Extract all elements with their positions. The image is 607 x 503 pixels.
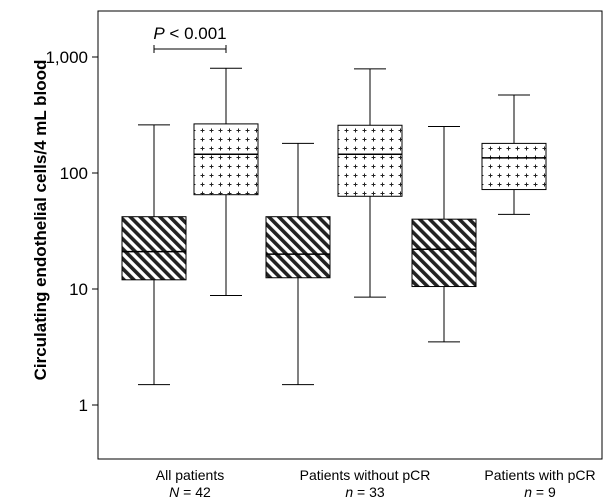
box-5 [411, 125, 477, 343]
iqr-box [337, 124, 403, 197]
box-1 [121, 124, 187, 386]
plot-frame [97, 10, 603, 460]
box-3 [265, 142, 331, 386]
p-value-label: P < 0.001 [153, 24, 226, 43]
y-tick-label: 10 [69, 280, 88, 299]
group-n-label: n = 9 [524, 484, 556, 500]
iqr-box [265, 216, 331, 279]
group-label: All patients [156, 467, 224, 483]
iqr-box [121, 216, 187, 281]
box-4 [337, 68, 403, 298]
y-tick-label: 1 [79, 396, 88, 415]
group-label: Patients without pCR [300, 467, 431, 483]
y-tick-label: 1,000 [45, 48, 88, 67]
significance-annotation: P < 0.001 [153, 24, 227, 53]
group-label: Patients with pCR [484, 467, 595, 483]
iqr-box [411, 218, 477, 288]
boxes-layer [121, 67, 547, 386]
iqr-box [481, 142, 547, 191]
y-axis-label: Circulating endothelial cells/4 mL blood [31, 60, 50, 381]
box-2 [193, 67, 259, 296]
box-6 [481, 94, 547, 215]
group-n-label: N = 42 [169, 484, 211, 500]
group-n-label: n = 33 [345, 484, 385, 500]
iqr-box [193, 123, 259, 196]
y-tick-label: 100 [60, 164, 88, 183]
y-axis: 1 10 100 1,000 [45, 48, 98, 415]
